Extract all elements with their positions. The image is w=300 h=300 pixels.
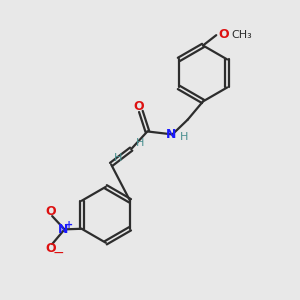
Text: H: H	[114, 153, 123, 163]
Text: N: N	[166, 128, 176, 141]
Text: N: N	[58, 223, 68, 236]
Text: CH₃: CH₃	[232, 30, 252, 40]
Text: O: O	[219, 28, 229, 41]
Text: H: H	[136, 138, 144, 148]
Text: H: H	[180, 132, 188, 142]
Text: −: −	[53, 246, 64, 260]
Text: O: O	[134, 100, 144, 112]
Text: O: O	[46, 205, 56, 218]
Text: +: +	[64, 220, 73, 230]
Text: O: O	[46, 242, 56, 255]
